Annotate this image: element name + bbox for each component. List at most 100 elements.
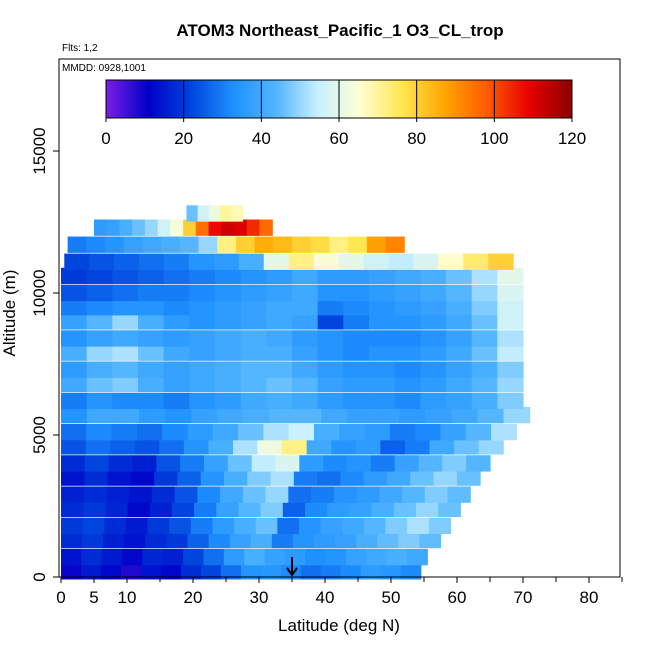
heatmap-cell <box>163 330 190 347</box>
heatmap-cell <box>149 500 173 518</box>
heatmap-cell <box>314 531 336 549</box>
heatmap-cell <box>347 406 374 424</box>
heatmap-cell <box>238 423 264 441</box>
heatmap-cell <box>61 406 88 424</box>
heatmap-cell <box>317 392 344 410</box>
heatmap-cell <box>216 500 240 518</box>
heatmap-cell <box>232 438 259 455</box>
heatmap-cell <box>64 253 90 270</box>
heatmap-cell <box>101 548 123 566</box>
heatmap-cell <box>292 236 312 253</box>
heatmap-cell <box>497 361 524 378</box>
heatmap-cell <box>275 455 300 472</box>
x-tick-label: 5 <box>89 588 98 607</box>
heatmap-cell <box>325 548 347 566</box>
heatmap-cell <box>203 548 225 566</box>
heatmap-cell <box>369 313 396 330</box>
heatmap-cell <box>163 375 190 393</box>
heatmap-cell <box>488 253 514 270</box>
heatmap-cell <box>138 299 165 316</box>
heatmap-cell <box>264 548 286 566</box>
heatmap-cell <box>85 438 111 455</box>
heatmap-cell <box>217 236 237 253</box>
heatmap-cell <box>370 455 396 472</box>
heatmap-cell <box>240 299 267 316</box>
heatmap-cell <box>497 344 524 361</box>
heatmap-cell <box>112 361 139 378</box>
heatmap-cell <box>61 469 85 486</box>
heatmap-cell <box>402 486 426 503</box>
heatmap-cell <box>305 500 328 518</box>
heatmap-cell <box>189 284 216 302</box>
heatmap-cell <box>84 455 110 472</box>
heatmap-cell <box>292 299 319 316</box>
heatmap-cell <box>465 423 492 441</box>
heatmap-cell <box>223 469 248 486</box>
heatmap-cell <box>333 486 358 503</box>
heatmap-cell <box>282 438 308 455</box>
heatmap-cell <box>292 330 319 347</box>
heatmap-cell <box>420 375 447 393</box>
x-tick-label: 80 <box>580 588 599 607</box>
heatmap-cell <box>138 313 165 330</box>
heatmap-cell <box>187 531 210 549</box>
heatmap-cell <box>238 500 262 518</box>
heatmap-cell <box>82 517 105 535</box>
heatmap-cell <box>251 455 277 472</box>
heatmap-cell <box>394 375 421 393</box>
heatmap-cell <box>105 500 129 518</box>
heatmap-cell <box>229 531 252 549</box>
heatmap-cell <box>189 299 216 316</box>
y-tick-label: 15000 <box>30 127 49 174</box>
heatmap-cell <box>212 517 235 535</box>
heatmap-cell <box>162 423 189 441</box>
colorbar-tick-label: 20 <box>174 129 193 148</box>
heatmap-cell <box>82 531 104 549</box>
heatmap-cell <box>163 344 190 361</box>
heatmap-cell <box>266 299 293 316</box>
heatmap-cell <box>255 517 278 535</box>
heatmap-cell <box>235 236 256 253</box>
heatmap-cell <box>61 548 82 566</box>
heatmap-cell <box>138 284 165 302</box>
heatmap-cell <box>240 267 267 285</box>
x-tick-label: 20 <box>184 588 203 607</box>
heatmap-cell <box>223 548 245 566</box>
heatmap-cell <box>187 423 214 441</box>
heatmap-cell <box>463 253 489 270</box>
heatmap-cell <box>139 406 166 424</box>
heatmap-cell <box>220 205 232 222</box>
x-tick-label: 40 <box>316 588 335 607</box>
heatmap-cell <box>240 361 267 378</box>
heatmap-cell <box>84 469 109 486</box>
heatmap-cell <box>266 313 293 330</box>
heatmap-cell <box>125 517 149 535</box>
heatmap-cell <box>163 361 190 378</box>
heatmap-cell <box>343 392 370 410</box>
heatmap-cell <box>369 344 396 361</box>
heatmap-cell <box>112 284 139 302</box>
heatmap-cell <box>61 563 82 580</box>
heatmap-cell <box>129 486 153 503</box>
heatmap-cell <box>438 500 461 518</box>
heatmap-cell <box>369 284 396 302</box>
heatmap-cell <box>471 375 498 393</box>
heatmap-cell <box>394 344 421 361</box>
heatmap-cell <box>112 344 139 361</box>
heatmap-cell <box>298 517 322 535</box>
heatmap-cell <box>420 284 447 302</box>
heatmap-cell <box>144 219 159 236</box>
heatmap-cell <box>497 375 524 393</box>
heatmap-cell <box>112 267 139 285</box>
flights-annotation: Flts: 1,2 <box>62 43 98 54</box>
heatmap-cell <box>393 500 417 518</box>
heatmap-cell <box>250 531 273 549</box>
plot-frame <box>58 58 621 578</box>
heatmap-cell <box>292 375 319 393</box>
heatmap-cell <box>147 517 170 535</box>
heatmap-cell <box>130 469 155 486</box>
heatmap-cell <box>420 330 447 347</box>
heatmap-cell <box>208 531 231 549</box>
heatmap-cell <box>440 423 467 441</box>
